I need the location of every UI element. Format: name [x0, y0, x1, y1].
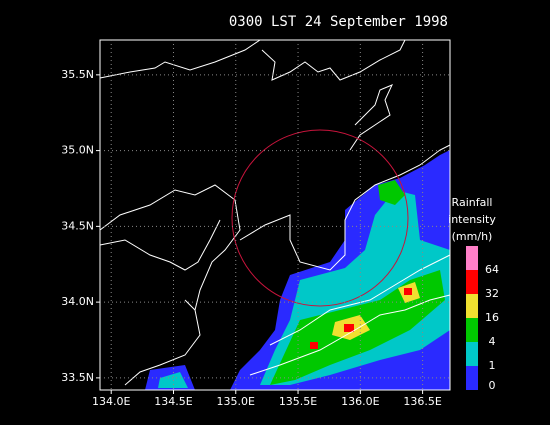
- radar-range-circle: [231, 129, 409, 307]
- coastline: [124, 309, 201, 386]
- legend-label: 64: [485, 263, 499, 276]
- y-tick-label: 34.0N: [61, 295, 94, 308]
- rain-red: [310, 342, 318, 349]
- y-tick-label: 35.0N: [61, 144, 94, 157]
- rain-red: [344, 324, 354, 332]
- x-tick-label: 135.0E: [217, 395, 255, 408]
- legend-label: 1: [489, 359, 496, 372]
- coastline: [99, 184, 241, 311]
- legend-swatch: [466, 246, 478, 270]
- legend-label: 16: [485, 311, 499, 324]
- rain-field: [145, 150, 450, 390]
- legend-label: 32: [485, 287, 499, 300]
- legend-title: intensity: [448, 213, 496, 226]
- coastline: [349, 84, 393, 151]
- legend-swatch: [466, 366, 478, 390]
- coastline: [261, 39, 406, 81]
- x-tick-label: 136.0E: [341, 395, 379, 408]
- y-tick-label: 33.5N: [61, 371, 94, 384]
- coastline: [249, 294, 451, 376]
- legend-label: 0: [489, 379, 496, 392]
- coastlines: [99, 39, 451, 386]
- x-tick-label: 134.5E: [154, 395, 192, 408]
- y-tick-label: 35.5N: [61, 68, 94, 81]
- x-tick-label: 134.0E: [92, 395, 130, 408]
- legend-label: 4: [489, 335, 496, 348]
- x-tick-label: 135.5E: [279, 395, 317, 408]
- x-tick-label: 136.5E: [403, 395, 441, 408]
- coastline: [99, 219, 221, 271]
- y-tick-label: 34.5N: [61, 219, 94, 232]
- rain-green: [378, 180, 405, 205]
- legend-swatch: [466, 318, 478, 342]
- legend-title: Rainfall: [452, 196, 493, 209]
- legend-swatch: [466, 294, 478, 318]
- coastline: [99, 39, 261, 79]
- rain-red: [404, 288, 412, 295]
- map-frame: [99, 39, 451, 391]
- map-title: 0300 LST 24 September 1998: [229, 14, 448, 30]
- legend-swatch: [466, 270, 478, 294]
- legend-title: (mm/h): [452, 230, 493, 243]
- coastline: [269, 254, 451, 346]
- legend-swatch: [466, 342, 478, 366]
- coastline: [239, 144, 451, 271]
